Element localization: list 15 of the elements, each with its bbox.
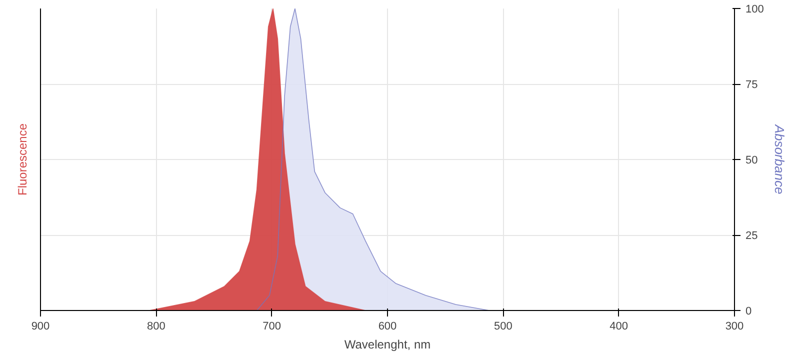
x-tick-label: 800 xyxy=(146,320,166,332)
y-tick-label: 0 xyxy=(746,306,752,318)
x-tick-label: 500 xyxy=(494,320,512,332)
y-tick-label: 25 xyxy=(746,230,758,242)
x-axis-title: Wavelenght, nm xyxy=(344,338,431,352)
y-axis-title: Absorbance xyxy=(772,124,787,194)
x-tick-label: 300 xyxy=(725,320,744,332)
x-tick-label: 900 xyxy=(31,320,50,332)
x-tick-label: 700 xyxy=(262,320,282,332)
y2-axis-title: Fluorescence xyxy=(16,123,30,196)
y-tick-label: 75 xyxy=(746,79,758,91)
y-tick-label: 100 xyxy=(746,4,764,16)
x-tick-label: 600 xyxy=(378,320,397,332)
y-tick-label: 50 xyxy=(746,154,758,166)
x-tick-label: 400 xyxy=(610,320,628,332)
